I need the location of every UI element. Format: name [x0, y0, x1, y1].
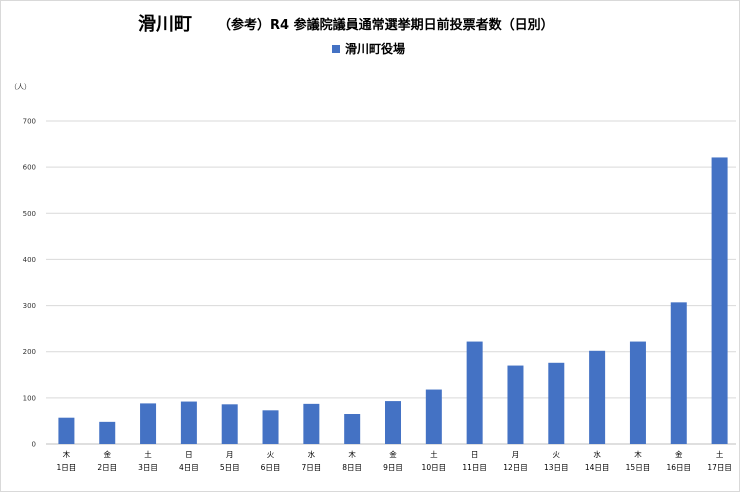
x-tick-day: 8日目 — [342, 463, 362, 472]
chart-title: 滑川町 — [138, 14, 192, 35]
y-tick-label: 0 — [32, 441, 36, 449]
x-tick-day: 1日目 — [57, 463, 77, 472]
x-tick-weekday: 日 — [185, 450, 193, 459]
x-tick-day: 10日目 — [422, 463, 447, 472]
x-tick-day: 13日目 — [544, 463, 569, 472]
x-tick-day: 17日目 — [707, 463, 732, 472]
y-tick-label: 600 — [23, 164, 36, 172]
x-tick-weekday: 土 — [144, 449, 152, 459]
x-tick-weekday: 土 — [430, 449, 438, 459]
x-tick-day: 12日目 — [503, 463, 528, 472]
x-tick-weekday: 金 — [103, 449, 111, 459]
x-tick-weekday: 木 — [634, 449, 642, 459]
y-tick-label: 500 — [23, 210, 36, 218]
x-tick-day: 3日目 — [138, 463, 158, 472]
bar — [140, 403, 157, 444]
x-tick-day: 4日目 — [179, 463, 199, 472]
y-tick-label: 200 — [23, 348, 36, 356]
bar — [507, 365, 524, 444]
x-tick-weekday: 日 — [471, 450, 479, 459]
x-tick-day: 16日目 — [666, 463, 691, 472]
bar — [466, 341, 483, 444]
x-tick-day: 7日目 — [301, 463, 321, 472]
x-tick-weekday: 水 — [308, 449, 316, 459]
chart-subtitle: （参考）R4 参議院議員通常選挙期日前投票者数（日別） — [218, 18, 554, 33]
x-tick-weekday: 金 — [389, 449, 397, 459]
bar — [425, 389, 442, 444]
bar — [344, 414, 361, 444]
y-tick-label: 300 — [23, 302, 36, 310]
legend-swatch — [332, 44, 340, 53]
bar — [58, 417, 75, 444]
x-tick-weekday: 水 — [593, 449, 601, 459]
x-tick-weekday: 月 — [512, 450, 520, 459]
bar — [221, 404, 238, 444]
bar — [670, 302, 687, 444]
x-tick-day: 2日目 — [97, 463, 117, 472]
x-tick-day: 15日目 — [626, 463, 651, 472]
x-tick-day: 9日目 — [383, 463, 403, 472]
legend-label: 滑川町役場 — [345, 42, 406, 56]
bar — [303, 403, 320, 444]
x-tick-weekday: 火 — [553, 450, 561, 459]
x-tick-weekday: 土 — [716, 449, 724, 459]
bar — [548, 362, 565, 444]
x-tick-weekday: 火 — [267, 450, 275, 459]
bar — [385, 401, 401, 444]
bar — [589, 350, 606, 444]
x-tick-day: 11日目 — [462, 463, 487, 472]
x-tick-weekday: 月 — [226, 450, 234, 459]
x-tick-day: 5日目 — [220, 463, 240, 472]
bar — [99, 421, 116, 444]
y-tick-label: 400 — [23, 256, 36, 264]
y-axis-unit: （人） — [10, 83, 31, 91]
x-tick-day: 14日目 — [585, 463, 610, 472]
x-tick-weekday: 木 — [63, 449, 71, 459]
x-tick-weekday: 木 — [348, 449, 356, 459]
y-tick-label: 100 — [23, 394, 36, 402]
y-tick-label: 700 — [23, 118, 36, 126]
chart-legend: 滑川町役場 — [332, 40, 405, 57]
x-tick-day: 6日目 — [261, 463, 281, 472]
bar — [629, 341, 646, 444]
bar — [711, 157, 728, 444]
bar — [262, 410, 279, 444]
x-tick-weekday: 金 — [675, 449, 683, 459]
bar — [180, 401, 197, 444]
